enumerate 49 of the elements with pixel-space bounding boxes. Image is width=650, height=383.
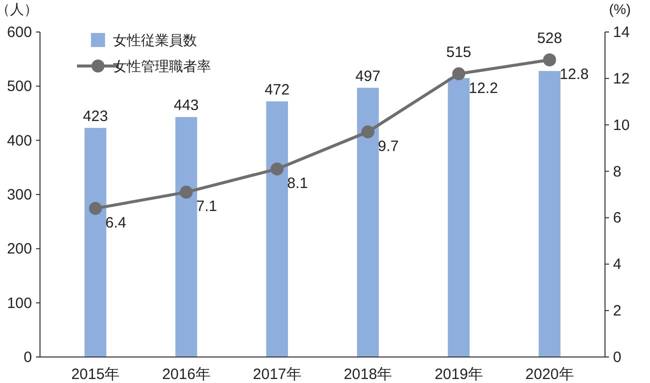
legend-label: 女性従業員数 — [113, 32, 197, 48]
data-label: 9.7 — [378, 138, 399, 155]
y-tick-label: 600 — [6, 24, 32, 41]
data-label: 6.4 — [105, 214, 126, 232]
y-tick-label: 500 — [6, 78, 32, 96]
x-tick-label: 2018年 — [344, 366, 392, 383]
y2-tick-label: 12 — [613, 70, 630, 88]
point — [452, 67, 466, 80]
data-label: 8.1 — [287, 174, 308, 192]
data-label: 12.2 — [468, 80, 498, 97]
y-tick-label: 0 — [24, 349, 32, 366]
point — [180, 186, 193, 199]
data-label: 515 — [446, 44, 472, 61]
x-tick-label: 2016年 — [162, 366, 210, 383]
y2-tick-label: 14 — [613, 24, 630, 41]
bar — [448, 78, 470, 357]
bar — [266, 101, 288, 357]
data-label: 497 — [355, 68, 380, 85]
y-tick-label: 200 — [6, 240, 32, 258]
y2-tick-label: 8 — [613, 163, 622, 180]
x-tick-label: 2020年 — [525, 366, 574, 383]
data-label: 423 — [82, 108, 108, 125]
point — [88, 202, 102, 215]
bar — [357, 88, 379, 357]
data-label: 528 — [537, 30, 562, 47]
legend-label: 女性管理職者率 — [113, 58, 211, 74]
data-label: 7.1 — [196, 198, 218, 216]
x-tick-label: 2019年 — [434, 366, 483, 383]
bar — [175, 117, 198, 357]
y2-tick-label: 0 — [613, 349, 622, 366]
point — [361, 125, 374, 138]
y-tick-label: 400 — [6, 132, 32, 150]
data-label: 472 — [264, 81, 290, 98]
x-tick-label: 2015年 — [71, 366, 120, 383]
y-tick-label: 100 — [6, 294, 32, 312]
data-label: 12.8 — [560, 66, 589, 83]
bar — [538, 71, 560, 357]
data-label: 443 — [174, 97, 199, 114]
y-tick-label: 300 — [6, 186, 32, 204]
point — [270, 162, 284, 176]
bar — [84, 128, 106, 357]
x-tick-label: 2017年 — [252, 366, 302, 383]
y2-tick-label: 2 — [613, 302, 622, 320]
y2-tick-label: 6 — [613, 210, 622, 227]
point — [543, 53, 556, 66]
y2-tick-label: 10 — [613, 116, 630, 134]
y2-axis-title: (%) — [609, 1, 631, 17]
y-axis-title: （人） — [0, 1, 38, 17]
y2-tick-label: 4 — [613, 256, 622, 274]
